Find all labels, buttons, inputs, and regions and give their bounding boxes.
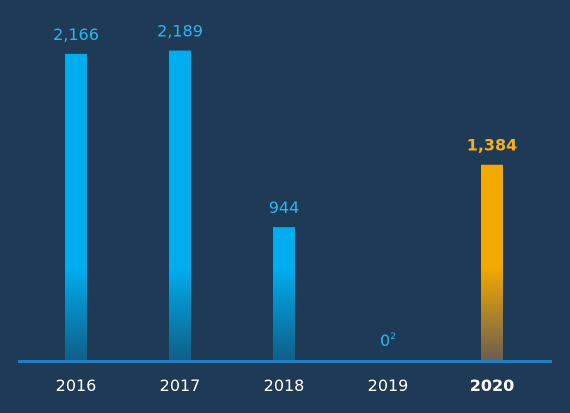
bar-2016 <box>65 53 87 361</box>
bar-2018 <box>273 227 295 361</box>
bars <box>65 50 503 362</box>
category-labels: 2016 2017 2018 2019 2020 <box>56 376 515 395</box>
category-label-2017: 2017 <box>160 376 201 395</box>
value-label-2020: 1,384 <box>467 136 518 155</box>
value-labels: 2,166 2,189 944 02 1,384 <box>53 22 517 350</box>
category-label-2020: 2020 <box>470 376 515 395</box>
footnote-marker-2019: 2 <box>390 332 396 342</box>
value-label-2016: 2,166 <box>53 25 99 44</box>
value-label-2019: 02 <box>380 331 396 350</box>
category-label-2016: 2016 <box>56 376 97 395</box>
value-label-2017: 2,189 <box>157 22 203 41</box>
category-label-2019: 2019 <box>368 376 409 395</box>
bar-2020 <box>481 164 503 361</box>
x-axis-baseline <box>18 360 552 363</box>
value-label-2018: 944 <box>269 198 300 217</box>
bar-2017 <box>169 50 191 362</box>
category-label-2018: 2018 <box>264 376 305 395</box>
